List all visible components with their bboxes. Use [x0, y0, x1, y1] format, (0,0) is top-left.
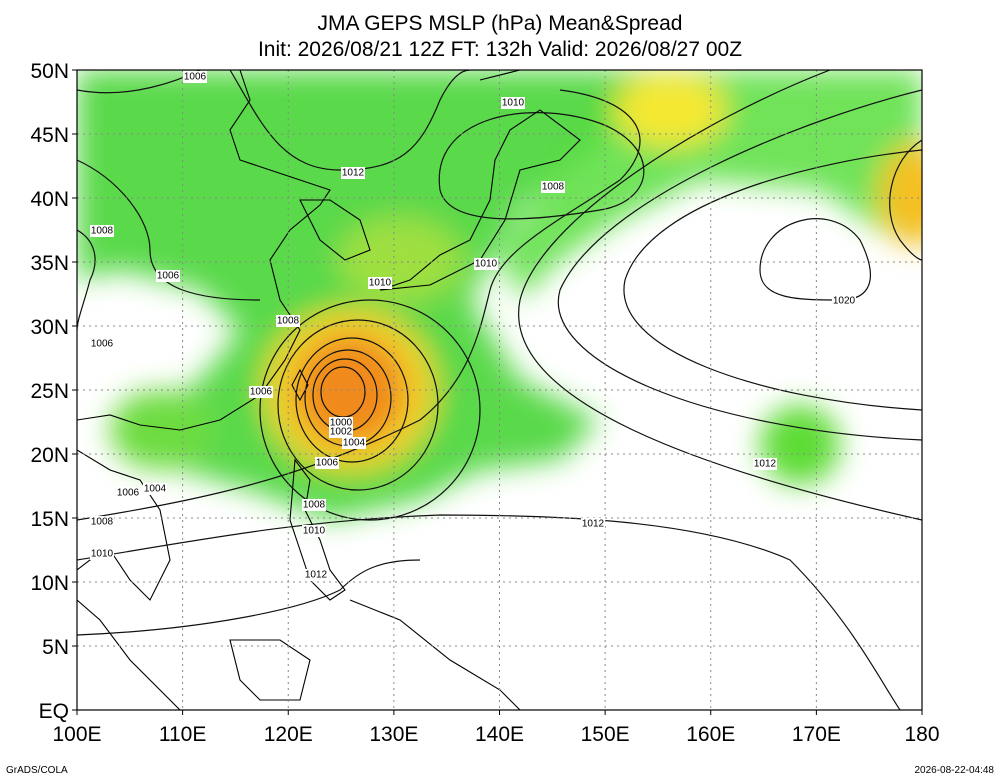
- contour-label-bg: [341, 167, 365, 179]
- contour-label-bg: [304, 569, 328, 581]
- map-area: [77, 70, 922, 710]
- contour-label-bg: [183, 71, 207, 83]
- contour-label-bg: [156, 270, 180, 282]
- contour-label: 1008: [542, 182, 565, 193]
- subtitle: Init: 2026/08/21 12Z FT: 132h Valid: 202…: [258, 38, 742, 61]
- contour-label: 1002: [330, 427, 353, 438]
- lat-label: 30N: [30, 316, 69, 339]
- contour-label: 1012: [582, 519, 605, 530]
- contour-label-bg: [541, 181, 565, 193]
- lon-label: 130E: [369, 723, 418, 746]
- contour-label: 1010: [475, 259, 498, 270]
- lon-label: 160E: [686, 723, 735, 746]
- lat-label: EQ: [39, 700, 69, 723]
- grid: [77, 70, 922, 710]
- contour-label-bg: [501, 97, 525, 109]
- contour-label: 1006: [91, 339, 114, 350]
- contour-label: 1004: [144, 484, 167, 495]
- contour-label: 1020: [833, 296, 856, 307]
- contour-label: 1008: [91, 226, 114, 237]
- contour-label-bg: [302, 499, 326, 511]
- contour-label-bg: [581, 518, 605, 530]
- contour-label-bg: [329, 426, 353, 438]
- lat-label: 10N: [30, 572, 69, 595]
- contour-label-bg: [368, 277, 392, 289]
- contour-label-bg: [315, 457, 339, 469]
- lon-label: 140E: [475, 723, 524, 746]
- contour-label: 1012: [754, 459, 777, 470]
- contour-label: 1006: [316, 458, 339, 469]
- lon-label: 170E: [792, 723, 841, 746]
- lat-label: 25N: [30, 380, 69, 403]
- contour-label-bg: [90, 225, 114, 237]
- contour-label-bg: [90, 548, 114, 560]
- contour-label: 1006: [184, 72, 207, 83]
- lon-label: 180: [904, 723, 939, 746]
- contour-label-bg: [302, 525, 326, 537]
- contour-label: 1008: [303, 500, 326, 511]
- contour-label: 1010: [91, 549, 114, 560]
- contour-label-bg: [90, 338, 114, 350]
- lat-label: 40N: [30, 188, 69, 211]
- lon-label: 110E: [159, 723, 207, 746]
- contour-label: 1006: [250, 387, 273, 398]
- footer-right: 2026-08-22-04:48: [914, 765, 994, 776]
- isobars: [77, 70, 922, 710]
- contour-label-bg: [249, 386, 273, 398]
- contour-label-bg: [116, 487, 140, 499]
- contour-label: 1006: [157, 271, 180, 282]
- contour-labels: 1006 1010 1012 1008 1008 1010 1010 1006 1008 1006…: [90, 71, 856, 581]
- contour-label: 1012: [342, 168, 365, 179]
- contour-label-bg: [832, 295, 856, 307]
- lat-label: 15N: [30, 508, 69, 531]
- contour-label: 1012: [305, 570, 328, 581]
- contour-label-bg: [276, 315, 300, 327]
- contour-label: 1008: [91, 517, 114, 528]
- lat-label: 20N: [30, 444, 69, 467]
- contour-label: 1000: [330, 418, 353, 429]
- contour-label-bg: [474, 258, 498, 270]
- lon-label: 100E: [52, 723, 101, 746]
- contour-label-bg: [143, 483, 167, 495]
- title: JMA GEPS MSLP (hPa) Mean&Spread: [318, 12, 683, 35]
- contour-label: 1008: [277, 316, 300, 327]
- contour-label: 1004: [343, 438, 366, 449]
- lat-label: 45N: [30, 124, 69, 147]
- lon-label: 120E: [264, 723, 313, 746]
- footer-left: GrADS/COLA: [6, 765, 68, 776]
- contour-label: 1006: [117, 488, 140, 499]
- contour-label: 1010: [303, 526, 326, 537]
- contour-label-bg: [342, 437, 366, 449]
- lon-label: 150E: [581, 723, 630, 746]
- contour-label-bg: [753, 458, 777, 470]
- contour-label-bg: [90, 516, 114, 528]
- lat-label: 5N: [42, 636, 69, 659]
- contour-label: 1010: [502, 98, 525, 109]
- lat-label: 50N: [30, 60, 69, 83]
- lat-label: 35N: [30, 252, 69, 275]
- contour-label: 1010: [369, 278, 392, 289]
- coastlines: [77, 70, 581, 710]
